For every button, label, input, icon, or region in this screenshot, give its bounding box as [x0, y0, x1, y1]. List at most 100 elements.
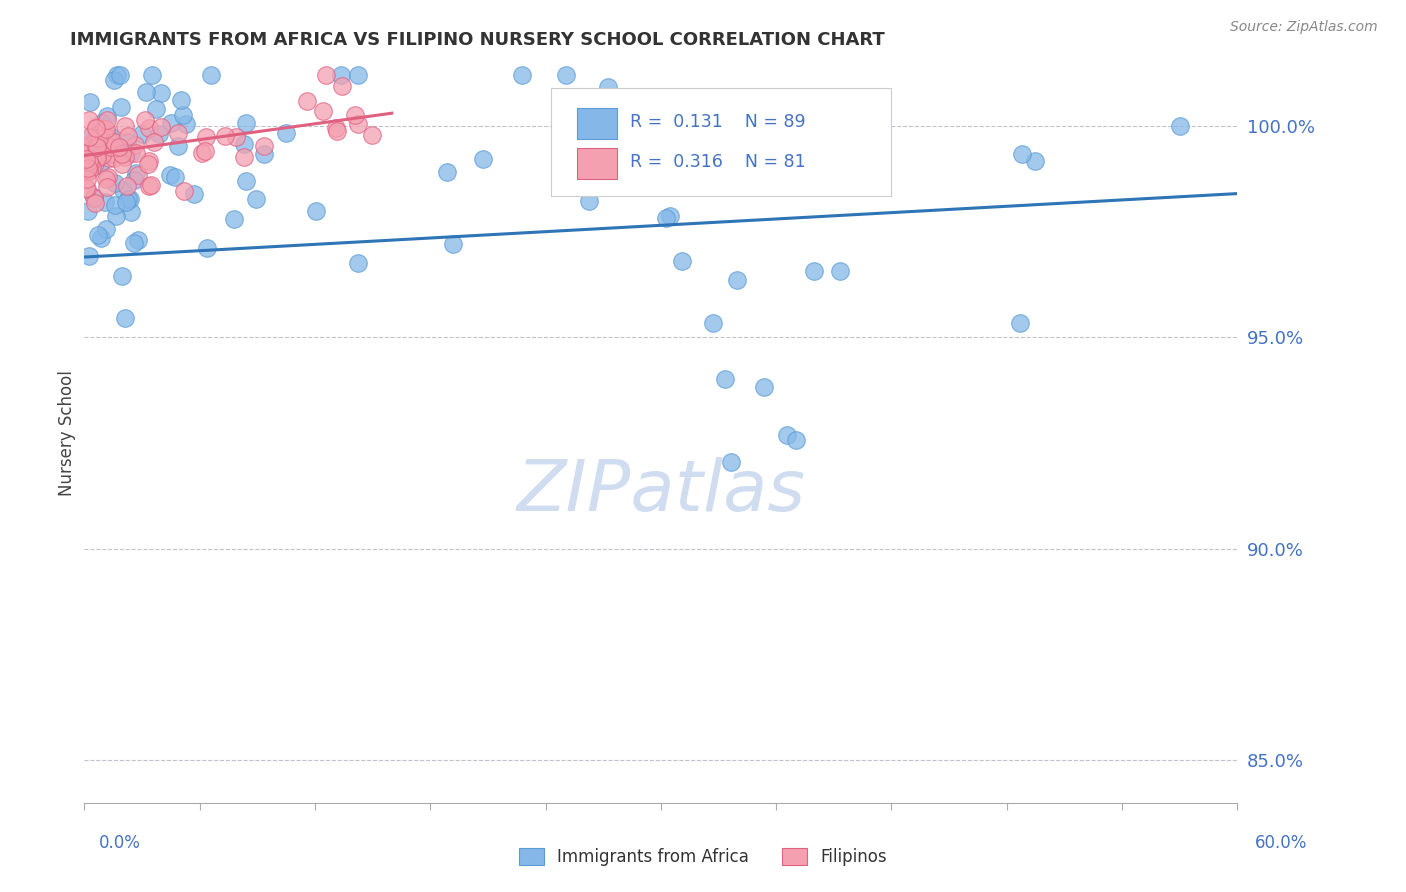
Point — [124, 137, 146, 152]
Point — [110, 100, 132, 114]
Point — [122, 235, 145, 250]
Point — [118, 192, 141, 206]
Point — [96, 113, 118, 128]
Point — [103, 73, 125, 87]
Point — [235, 174, 257, 188]
Point — [725, 273, 748, 287]
Point — [84, 131, 107, 145]
Point — [330, 68, 353, 82]
Point — [134, 112, 156, 127]
Bar — [576, 108, 617, 138]
Point — [233, 150, 256, 164]
Point — [714, 372, 737, 386]
Point — [77, 163, 100, 178]
Point — [77, 249, 100, 263]
Point — [235, 116, 257, 130]
Point — [194, 130, 217, 145]
Point — [305, 204, 328, 219]
Point — [688, 94, 710, 108]
Text: ZIPatlas: ZIPatlas — [516, 458, 806, 526]
Point — [89, 158, 111, 172]
Point — [111, 268, 134, 283]
Point — [87, 227, 110, 242]
Point — [159, 116, 181, 130]
Point — [94, 122, 117, 136]
Point — [138, 153, 160, 168]
Point — [125, 145, 148, 160]
Text: IMMIGRANTS FROM AFRICA VS FILIPINO NURSERY SCHOOL CORRELATION CHART: IMMIGRANTS FROM AFRICA VS FILIPINO NURSE… — [70, 31, 884, 49]
Point — [138, 178, 160, 193]
Point — [98, 151, 121, 165]
Point — [112, 183, 135, 197]
Point — [191, 145, 214, 160]
Point — [344, 108, 367, 122]
Point — [103, 135, 125, 149]
Point — [347, 117, 370, 131]
Point — [671, 253, 693, 268]
Point — [149, 87, 172, 101]
Point — [114, 149, 136, 163]
Point — [166, 138, 188, 153]
Point — [104, 198, 127, 212]
Point — [79, 113, 101, 128]
Point — [120, 145, 142, 160]
Point — [79, 95, 101, 109]
Point — [571, 172, 593, 186]
Point — [174, 117, 197, 131]
Point — [82, 136, 104, 150]
Point — [125, 166, 148, 180]
Point — [84, 140, 107, 154]
Point — [117, 128, 139, 143]
Point — [347, 256, 370, 270]
Point — [77, 130, 100, 145]
Point — [84, 121, 107, 136]
Point — [214, 129, 236, 144]
Point — [91, 116, 114, 130]
Point — [84, 120, 107, 134]
Point — [114, 120, 136, 134]
Point — [274, 126, 297, 140]
Point — [1008, 316, 1031, 330]
Point — [89, 131, 111, 145]
FancyBboxPatch shape — [551, 88, 891, 195]
Point — [96, 139, 118, 153]
Point — [803, 263, 825, 277]
Point — [131, 127, 153, 141]
Point — [200, 68, 222, 82]
Point — [84, 151, 107, 165]
Point — [94, 121, 117, 136]
Point — [253, 147, 276, 161]
Point — [77, 153, 100, 168]
Point — [183, 187, 205, 202]
Point — [94, 172, 117, 186]
Point — [98, 129, 121, 144]
Point — [111, 157, 134, 171]
Point — [159, 168, 181, 182]
Point — [108, 68, 131, 82]
Point — [441, 236, 464, 251]
Point — [139, 178, 162, 193]
Point — [562, 154, 585, 169]
Point — [658, 209, 681, 223]
Point — [222, 212, 245, 227]
Point — [347, 68, 370, 82]
Point — [114, 145, 136, 159]
Point — [103, 151, 125, 165]
Point — [148, 127, 170, 141]
Point — [720, 455, 742, 469]
Point — [97, 131, 120, 145]
Point — [79, 132, 101, 146]
Point — [105, 68, 128, 82]
Point — [115, 178, 138, 193]
Point — [79, 164, 101, 178]
Point — [575, 125, 598, 139]
Point — [94, 194, 117, 209]
Point — [114, 194, 136, 209]
Point — [104, 209, 127, 223]
Point — [96, 180, 118, 194]
Point — [75, 164, 97, 178]
Point — [114, 310, 136, 325]
Point — [89, 122, 111, 136]
Point — [82, 161, 104, 175]
Point — [87, 136, 110, 151]
